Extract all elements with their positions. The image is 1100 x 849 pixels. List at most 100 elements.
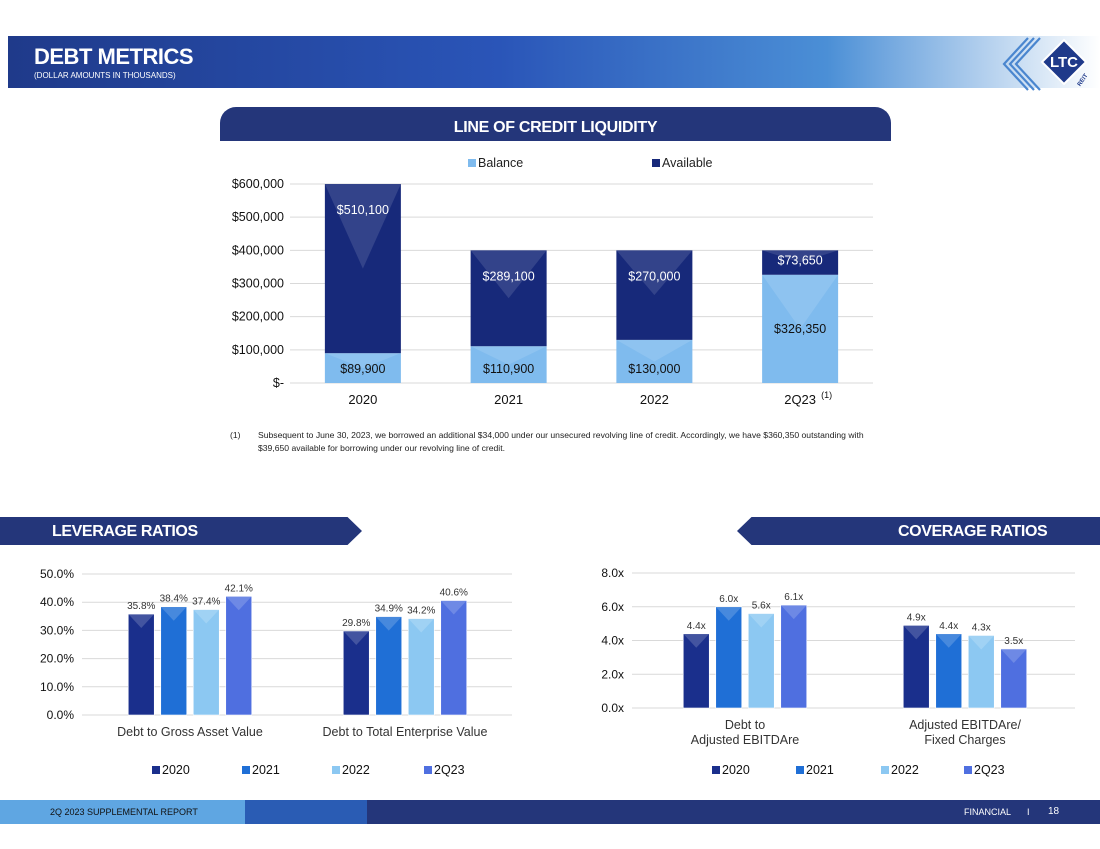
cov-bar-bevel [968,635,995,650]
lev-legend-label: 2Q23 [434,763,465,777]
lev-data-label: 29.8% [342,618,370,629]
loc-bar-bevel [470,346,547,365]
footer-section: FINANCIAL [964,807,1012,817]
footnote-text: Subsequent to June 30, 2023, we borrowed… [258,430,864,453]
coverage-title: COVERAGE RATIOS [898,523,1048,540]
lev-bar-bevel [128,614,155,629]
lev-ytick-label: 30.0% [40,623,74,637]
cov-bar-2020 [902,625,930,709]
loc-category-label: 2Q23 [784,392,816,407]
loc-data-label: $110,900 [483,362,534,376]
lev-bar-bevel [375,616,402,631]
lev-legend-swatch [242,766,250,774]
cov-bar-bevel [683,633,710,648]
ltc-logo: LTC REIT [1002,37,1090,91]
loc-data-label: $130,000 [628,362,680,376]
loc-bar-balance [616,339,693,383]
loc-category-label: 2020 [348,392,377,407]
loc-chart: $- $100,000 $200,000 $300,000 $400,000 $500,0… [232,156,873,407]
footnote-number: (1) [230,430,241,440]
cov-bar-2q23 [780,604,808,709]
footer-accent-light [0,800,245,824]
cov-data-label: 6.0x [719,594,738,605]
lev-bar-2020 [127,613,155,716]
loc-data-label: $326,350 [774,322,826,336]
loc-data-label: $270,000 [628,269,680,283]
loc-data-label: $510,100 [337,203,389,217]
lev-legend-label: 2020 [162,763,190,777]
cov-bar-2022 [747,613,775,709]
cov-legend-label: 2021 [806,763,834,777]
coverage-chart: 0.0x 2.0x 4.0x 6.0x 8.0x 4.4x 6.0x 5.6x 6.1x Debt… [601,566,1075,777]
cov-data-label: 4.3x [972,622,991,633]
cov-ytick-label: 8.0x [601,566,624,580]
footer-separator: I [1027,807,1030,817]
lev-bar-bevel [440,600,467,615]
cov-data-label: 3.5x [1004,636,1023,647]
loc-ytick-label: $100,000 [232,343,284,357]
cov-bar-bevel [1000,648,1027,663]
cov-bar-2021 [935,633,963,709]
coverage-ribbon [737,517,1100,545]
leverage-chart: 0.0% 10.0% 20.0% 30.0% 40.0% 50.0% 35.8% 38.4% 3… [40,567,512,777]
loc-bar-bevel [470,250,547,299]
cov-bar-bevel [935,633,962,648]
leverage-ribbon [0,517,362,545]
cov-bar-2020 [682,633,710,709]
loc-bar-bevel [616,250,693,296]
loc-data-label: $73,650 [778,253,823,267]
logo-text: LTC [1050,54,1078,71]
lev-bar-bevel [343,630,370,645]
loc-ytick-label: $600,000 [232,177,284,191]
lev-bar-2q23 [440,600,468,716]
cov-bar-bevel [903,625,930,640]
lev-data-label: 42.1% [225,583,253,594]
cov-legend-swatch [796,766,804,774]
loc-legend-swatch [652,159,660,167]
cov-category-label: Debt to [725,718,765,732]
lev-legend-label: 2021 [252,763,280,777]
cov-ytick-label: 4.0x [601,634,624,648]
cov-bar-2022 [967,635,995,709]
page-subtitle: (DOLLAR AMOUNTS IN THOUSANDS) [34,71,176,80]
lev-bar-2022 [407,618,435,716]
logo-chevrons-icon [1002,37,1041,91]
loc-bar-available [324,184,401,354]
loc-legend-swatch [468,159,476,167]
lev-data-label: 34.9% [375,604,403,615]
loc-bar-bevel [324,353,401,369]
lev-category-label: Debt to Gross Asset Value [117,725,263,739]
lev-legend-label: 2022 [342,763,370,777]
cov-category-label: Adjusted EBITDAre/ [909,718,1021,732]
loc-bar-bevel [762,250,839,263]
cov-ytick-label: 6.0x [601,600,624,614]
cov-legend-label: 2020 [722,763,750,777]
loc-data-label: $289,100 [483,269,535,283]
lev-data-label: 38.4% [160,594,188,605]
lev-data-label: 34.2% [407,606,435,617]
loc-ytick-label: $400,000 [232,243,284,257]
cov-ytick-label: 2.0x [601,667,624,681]
loc-legend-label: Balance [478,156,523,170]
cov-category-label: Fixed Charges [924,733,1005,747]
cov-data-label: 5.6x [752,601,771,612]
loc-bar-bevel [762,274,839,329]
footer-report-name: 2Q 2023 SUPPLEMENTAL REPORT [50,807,198,817]
loc-bar-balance [324,353,401,383]
lev-ytick-label: 50.0% [40,567,74,581]
loc-ytick-label: $500,000 [232,210,284,224]
lev-category-label: Debt to Total Enterprise Value [323,725,488,739]
cov-legend-swatch [881,766,889,774]
loc-ytick-label: $200,000 [232,310,284,324]
cov-data-label: 4.4x [687,621,706,632]
logo-subtext: REIT [1077,73,1090,88]
loc-footnote: (1) Subsequent to June 30, 2023, we borr… [230,429,870,455]
lev-bar-bevel [408,618,435,633]
lev-bar-2021 [375,616,403,716]
loc-category-superscript: (1) [821,390,832,400]
loc-category-label: 2021 [494,392,523,407]
lev-data-label: 37.4% [192,597,220,608]
loc-bar-bevel [324,184,401,269]
cov-bar-bevel [715,606,742,621]
loc-bar-balance [762,274,839,383]
